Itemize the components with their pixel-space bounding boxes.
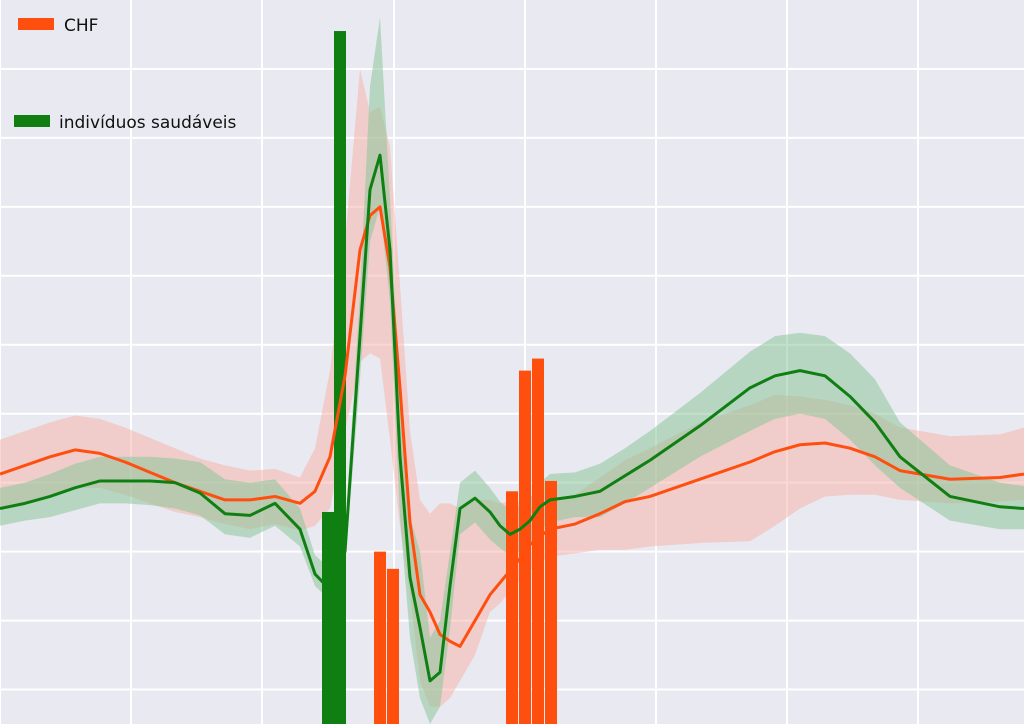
legend-swatch-healthy xyxy=(14,115,50,127)
legend-label-healthy: indivíduos saudáveis xyxy=(59,113,237,133)
bar-healthy-0 xyxy=(322,511,334,724)
series-line-healthy xyxy=(0,153,1024,683)
bar-chf-5 xyxy=(519,370,531,724)
bar-chf-7 xyxy=(545,480,557,724)
band-healthy xyxy=(0,17,1024,724)
legend: CHF indivíduos saudáveis xyxy=(14,16,237,133)
bar-marks xyxy=(322,31,557,724)
bar-healthy-1 xyxy=(334,31,346,724)
bar-chf-4 xyxy=(506,491,518,724)
bar-chf-6 xyxy=(532,358,544,724)
legend-swatch-chf xyxy=(18,18,54,30)
legend-label-chf: CHF xyxy=(64,16,98,36)
series-lines xyxy=(0,153,1024,683)
bar-chf-3 xyxy=(387,568,399,724)
bar-chf-2 xyxy=(374,551,386,724)
